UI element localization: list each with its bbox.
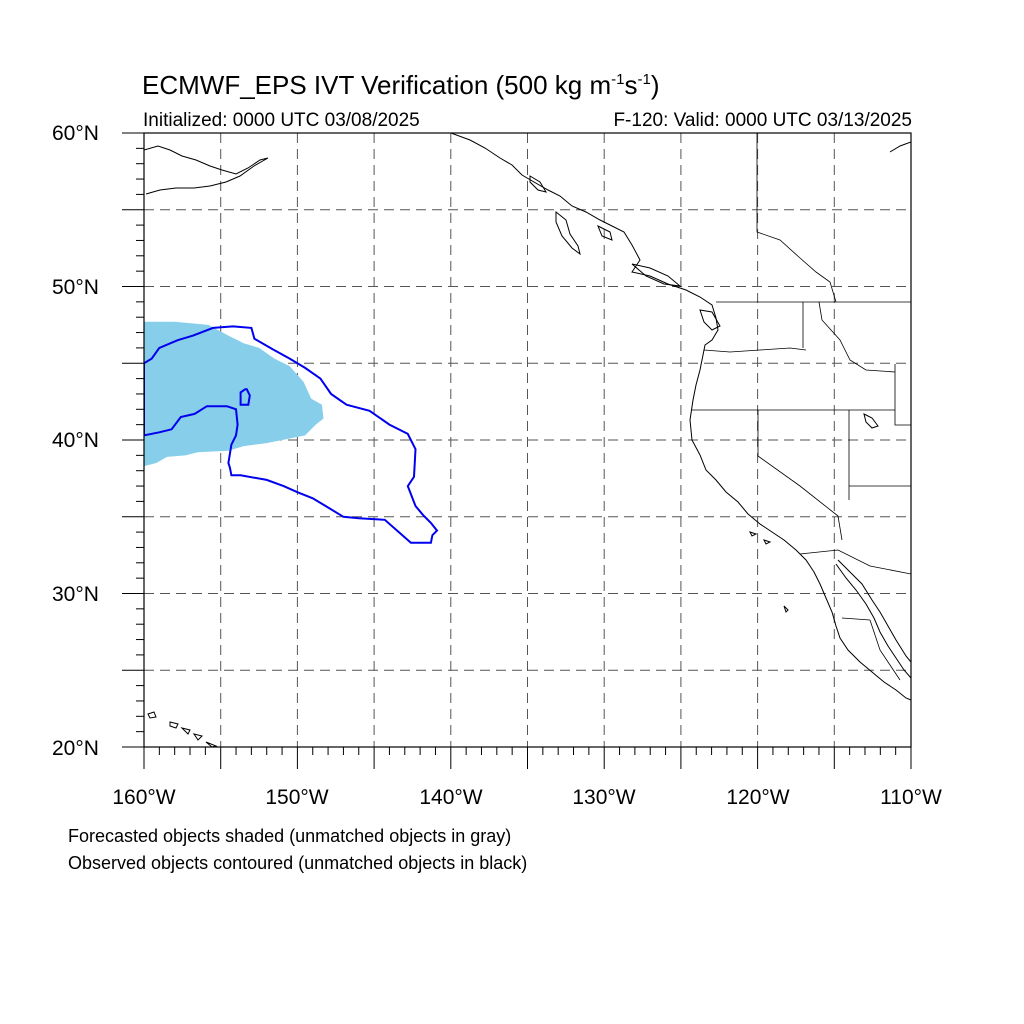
lon-label-140w: 140°W [419,786,483,809]
lon-label-160w: 160°W [112,786,176,809]
forecast-object [144,321,324,467]
hawaii-island [180,727,191,735]
island [555,210,581,256]
lon-label-150w: 150°W [265,786,329,809]
lat-label-50: 50°N [52,276,99,299]
observed-object-hole [239,388,251,406]
island [699,309,721,331]
mexico-state [869,619,901,681]
lon-label-120w: 120°W [726,786,790,809]
alaska-coast [144,145,269,195]
map-title: ECMWF_EPS IVT Verification (500 kg m-1s-… [142,70,660,100]
mexico-state [841,617,871,621]
observed-note: Observed objects contoured (unmatched ob… [68,853,528,873]
lat-label-60: 60°N [52,122,99,145]
lat-label-40: 40°N [52,429,99,452]
baja-peninsula [835,563,911,679]
political-boundaries [692,133,911,681]
alaska-coast [889,141,911,153]
id-mt-border [818,301,896,373]
lake [863,413,879,429]
lat-label-30: 30°N [52,583,99,606]
hawaii-island [147,711,157,719]
lon-label-110w: 110°W [880,786,942,809]
island [763,539,772,545]
island [749,531,758,537]
gulf-of-california [837,559,911,663]
ca-nv-border [757,410,843,541]
axis-ticks [122,132,912,769]
wy-border [894,364,911,426]
hawaii-island [192,733,203,741]
island [783,605,789,613]
hawaii-island [169,721,179,729]
coastlines [144,133,911,747]
west-coast [450,133,911,701]
initialized-time: Initialized: 0000 UTC 03/08/2025 [143,110,420,131]
canada-interior [756,133,837,303]
forecast-note: Forecasted objects shaded (unmatched obj… [68,826,512,846]
island [529,175,548,193]
valid-time: F-120: Valid: 0000 UTC 03/13/2025 [613,110,912,131]
hawaii-island [205,741,218,747]
graticule [144,133,911,747]
island [631,263,682,287]
island [597,224,613,241]
us-mexico-border [799,549,911,575]
wa-or-border [703,347,807,353]
lon-label-130w: 130°W [572,786,636,809]
lat-label-20: 20°N [52,737,99,760]
observed-object [144,325,439,544]
